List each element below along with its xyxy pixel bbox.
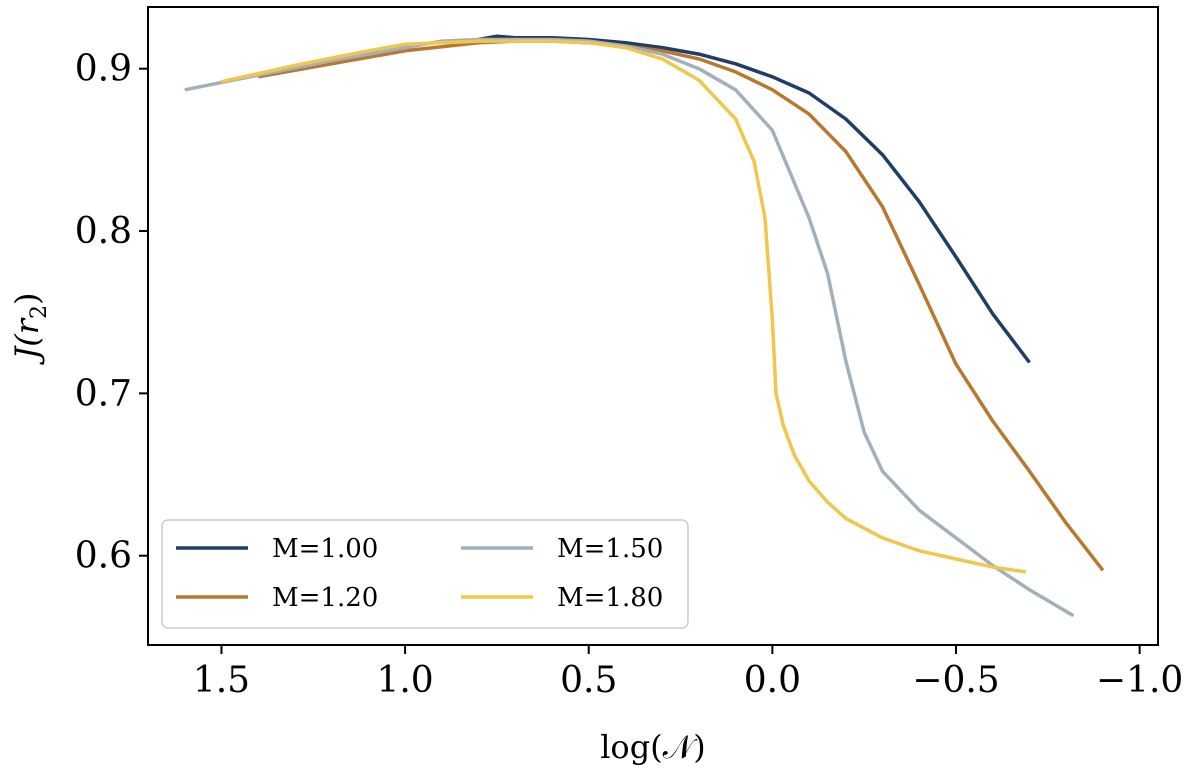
series-line-m-1-80 <box>221 39 1027 574</box>
x-tick-label: 1.5 <box>193 660 250 701</box>
y-tick-label: 0.8 <box>75 211 132 252</box>
x-axis-label: log(𝒩) <box>600 728 706 766</box>
y-tick-label: 0.9 <box>75 49 132 90</box>
x-tick-label: −0.5 <box>912 660 999 701</box>
x-tick-label: −1.0 <box>1096 660 1183 701</box>
legend-label: M=1.80 <box>557 583 663 613</box>
y-axis-label-main: J(r <box>8 317 46 365</box>
x-tick-label: 1.0 <box>376 660 433 701</box>
y-axis-label-sub: 2 <box>27 305 52 319</box>
series-layer <box>184 34 1105 618</box>
y-tick-label: 0.7 <box>75 373 132 414</box>
plot-frame <box>147 6 1159 646</box>
legend-label: M=1.50 <box>557 534 663 564</box>
ticks-layer: 1.5 1.0 0.5 0.0 −0.5 −1.0 0.6 0.7 0.8 0.9 <box>75 49 1184 701</box>
x-tick-label: 0.0 <box>744 660 801 701</box>
y-tick-label: 0.6 <box>75 536 132 577</box>
legend-entries: M=1.00 M=1.20 M=1.50 M=1.80 <box>176 534 663 613</box>
y-axis-label: J(r2) <box>8 292 52 365</box>
series-line-m-1-00 <box>478 34 1031 364</box>
y-axis-label-close: ) <box>8 292 46 304</box>
series-line-m-1-20 <box>257 39 1105 572</box>
x-tick-label: 0.5 <box>560 660 617 701</box>
legend-box <box>161 519 689 629</box>
legend-label: M=1.00 <box>272 534 378 564</box>
legend: M=1.00 M=1.20 M=1.50 M=1.80 <box>161 519 689 629</box>
legend-label: M=1.20 <box>272 583 378 613</box>
